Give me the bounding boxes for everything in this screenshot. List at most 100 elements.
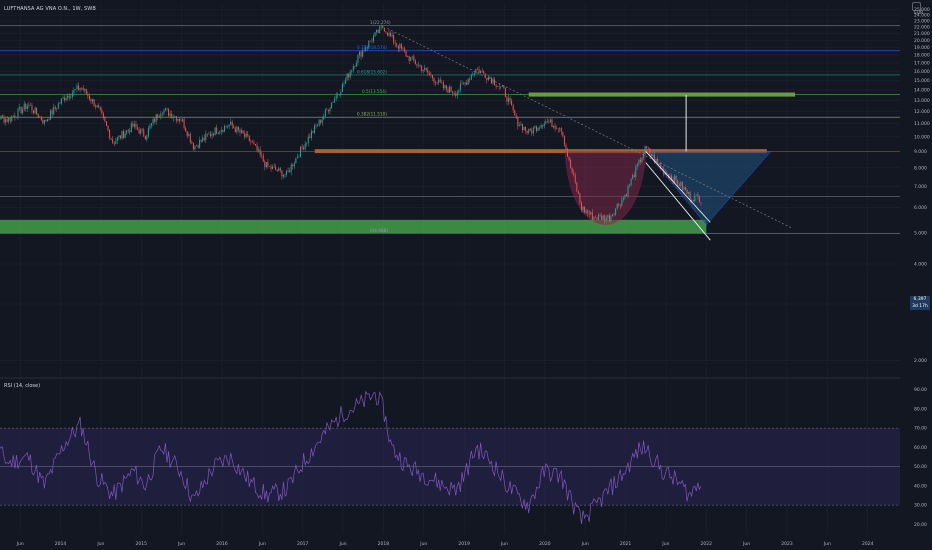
candle-body	[584, 206, 586, 213]
candle-body	[253, 142, 255, 145]
candle-body	[416, 64, 418, 66]
candle-body	[306, 143, 308, 144]
candle-body	[64, 97, 66, 101]
candle-body	[657, 158, 659, 163]
candle-body	[357, 55, 359, 63]
candle-body	[700, 202, 702, 204]
candle-body	[560, 128, 562, 132]
candle-body	[653, 154, 655, 163]
candle-body	[480, 70, 482, 74]
price-tick-label: 9.000	[914, 149, 927, 155]
rsi-tick-label: 40.00	[914, 483, 927, 489]
candle-body	[341, 84, 343, 92]
candle-body	[573, 172, 575, 176]
candle-body	[144, 136, 146, 140]
candle-body	[236, 126, 238, 133]
rsi-panel	[0, 390, 900, 524]
candle-body	[250, 140, 252, 142]
candle-body	[649, 148, 651, 155]
candle-body	[627, 185, 629, 197]
time-tick-label: 2018	[378, 541, 390, 547]
candle-body	[422, 70, 424, 72]
candle-body	[601, 215, 603, 220]
candle-body	[371, 40, 373, 42]
candle-body	[338, 94, 340, 95]
last-price-value: 6.397	[913, 297, 927, 302]
time-axis[interactable]: Jun 2014 Jun 2015 Jun 2016 Jun 2017 Jun 2018 Jun 20…	[16, 541, 874, 547]
price-tick-label: 16.000	[914, 69, 930, 75]
candle-body	[698, 196, 700, 203]
price-tick-label: 4.000	[914, 262, 927, 268]
candle-body	[372, 36, 374, 42]
candle-body	[427, 69, 429, 73]
candle-body	[694, 195, 696, 202]
candle-body	[272, 166, 274, 169]
price-tick-label: 21.000	[914, 31, 930, 37]
last-price-countdown: 3d 17h	[912, 304, 928, 309]
candle-body	[220, 129, 222, 132]
candle-body	[521, 124, 523, 131]
candle-body	[610, 215, 612, 221]
settings-icon[interactable]	[912, 2, 921, 11]
candle-body	[390, 32, 392, 37]
candle-body	[517, 116, 519, 127]
candle-body	[234, 128, 236, 133]
descending-trendline	[387, 28, 792, 228]
candle-body	[133, 123, 135, 127]
candle-body	[230, 121, 232, 125]
candle-body	[241, 130, 243, 133]
candle-body	[309, 136, 311, 138]
candle-body	[178, 118, 180, 121]
time-tick-label: Jun	[500, 541, 508, 547]
candle-body	[223, 126, 225, 132]
candle-body	[323, 116, 325, 120]
candle-body	[276, 170, 278, 172]
candle-body	[205, 133, 207, 140]
candle-body	[222, 129, 224, 132]
candle-body	[70, 96, 72, 98]
candle-body	[388, 32, 390, 36]
candle-body	[374, 32, 376, 37]
candle-body	[570, 160, 572, 169]
candle-body	[200, 139, 202, 142]
candle-body	[166, 108, 168, 110]
symbol-title[interactable]: LUFTHANSA AG VNA O.N., 1W, SWB	[4, 6, 96, 12]
candle-body	[688, 191, 690, 194]
candle-body	[73, 89, 75, 93]
candle-body	[641, 157, 643, 162]
candle-body	[463, 83, 465, 85]
candle-body	[95, 106, 97, 108]
candle-body	[50, 110, 52, 120]
candle-body	[455, 93, 457, 96]
candle-body	[286, 170, 288, 175]
candle-body	[25, 103, 27, 110]
candle-body	[203, 137, 205, 140]
rsi-indicator-label[interactable]: RSI (14, close)	[4, 383, 41, 389]
candle-body	[119, 135, 121, 139]
candle-body	[68, 95, 70, 98]
candle-body	[71, 92, 73, 97]
candle-body	[467, 79, 469, 85]
candle-body	[197, 145, 199, 148]
candle-body	[675, 175, 677, 180]
candle-body	[450, 86, 452, 92]
candle-body	[553, 125, 555, 128]
candle-body	[129, 130, 131, 133]
candle-body	[382, 26, 384, 28]
target-triangle	[645, 151, 772, 226]
candle-body	[515, 115, 517, 117]
candle-body	[638, 159, 640, 165]
candle-body	[152, 119, 154, 124]
candle-body	[31, 105, 33, 111]
price-tick-label: 18.000	[914, 53, 930, 59]
candle-body	[74, 89, 76, 90]
candle-body	[334, 98, 336, 103]
candle-body	[67, 95, 69, 99]
price-axis[interactable]: 25.00024.00023.00022.00021.00020.00019.0…	[914, 7, 930, 364]
candle-body	[576, 182, 578, 192]
candle-body	[147, 128, 149, 136]
candle-body	[368, 40, 370, 47]
candle-body	[433, 78, 435, 83]
rsi-axis[interactable]: 90.00 80.00 70.00 60.00 50.00 40.00 30.00 20.00	[914, 387, 927, 528]
